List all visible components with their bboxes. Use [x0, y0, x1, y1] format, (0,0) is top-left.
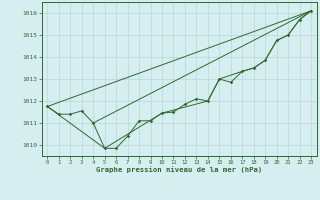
X-axis label: Graphe pression niveau de la mer (hPa): Graphe pression niveau de la mer (hPa) — [96, 167, 262, 173]
